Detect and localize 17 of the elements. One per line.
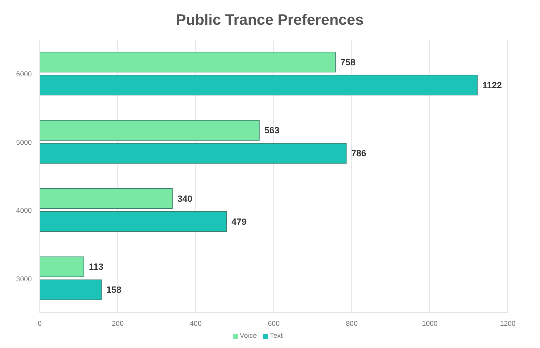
chart-title: Public Trance Preferences (175, 11, 365, 31)
bar (40, 256, 84, 278)
data-label: 479 (232, 216, 247, 227)
bar (40, 211, 228, 232)
data-label: 158 (106, 285, 122, 296)
bar (40, 74, 478, 96)
data-label: 340 (178, 194, 193, 204)
data-label: 1122 (482, 80, 502, 90)
bar (40, 52, 336, 73)
bar (40, 188, 173, 210)
data-label: 786 (352, 148, 367, 159)
data-label: 758 (340, 57, 356, 68)
bar (40, 120, 260, 141)
bar (40, 143, 347, 164)
data-label: 563 (264, 126, 280, 136)
data-label: 113 (89, 262, 104, 272)
bar (40, 280, 102, 300)
